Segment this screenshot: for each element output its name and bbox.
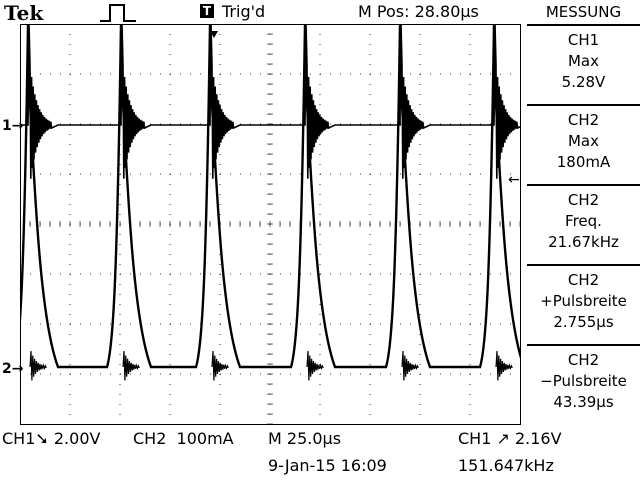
ch2-ground-marker: 2→ <box>2 361 24 377</box>
measurement-4[interactable]: CH2 +Pulsbreite 2.755µs <box>527 264 640 342</box>
measurement-channel: CH2 <box>567 271 600 289</box>
graticule <box>20 24 521 425</box>
measurement-value: 5.28V <box>561 73 606 91</box>
timebase: M 25.0µs <box>268 429 342 448</box>
ch1-trace <box>20 24 521 179</box>
measurement-value: 180mA <box>556 153 611 171</box>
pulse-mode-icon <box>100 4 136 22</box>
measurement-value: 43.39µs <box>553 393 614 411</box>
trigger-status: Trig'd <box>222 2 266 21</box>
measurement-type: Max <box>567 52 599 70</box>
measurement-3[interactable]: CH2 Freq. 21.67kHz <box>527 184 640 262</box>
measurement-channel: CH1 <box>567 31 600 49</box>
trigger-badge: T <box>200 4 214 18</box>
ch2-ringing-burst <box>495 350 513 381</box>
ch2-ringing-burst <box>211 350 229 381</box>
brand-logo: Tek <box>4 1 44 25</box>
measurement-2[interactable]: CH2 Max 180mA <box>527 104 640 182</box>
graticule-frame <box>20 24 521 425</box>
measurement-channel: CH2 <box>567 111 600 129</box>
measurement-type: Freq. <box>565 212 602 230</box>
waveform-display <box>20 24 521 425</box>
trigger-position-marker <box>210 31 218 38</box>
ch2-ringing-burst <box>29 350 47 381</box>
measurement-channel: CH2 <box>567 351 600 369</box>
ch2-trace <box>20 24 521 369</box>
measurement-1[interactable]: CH1 Max 5.28V <box>527 24 640 102</box>
ch2-scale: CH2 100mA <box>133 429 234 448</box>
ch2-ringing-burst <box>306 350 324 381</box>
ch2-ringing-burst <box>401 350 419 381</box>
ch1-ground-marker: 1→ <box>2 118 24 134</box>
date-time: 9-Jan-15 16:09 <box>268 456 387 475</box>
measurement-panel: MESSUNG CH1 Max 5.28V CH2 Max 180mA CH2 … <box>527 0 640 425</box>
ch1-scale: CH1➘ 2.00V <box>2 429 101 448</box>
trigger-frequency: 151.647kHz <box>458 456 554 475</box>
measurement-type: −Pulsbreite <box>540 372 627 390</box>
trigger-level-marker: ← <box>508 172 520 188</box>
panel-title: MESSUNG <box>545 3 622 21</box>
measurement-value: 2.755µs <box>553 313 614 331</box>
status-footer: CH1➘ 2.00V CH2 100mA M 25.0µs CH1 ↗ 2.16… <box>0 425 640 480</box>
measurement-5[interactable]: CH2 −Pulsbreite 43.39µs <box>527 344 640 422</box>
measurement-type: Max <box>567 132 599 150</box>
measurement-value: 21.67kHz <box>548 233 619 251</box>
ch2-ringing-burst <box>122 350 140 381</box>
horizontal-position: M Pos: 28.80µs <box>358 2 479 21</box>
header: Tek T Trig'd M Pos: 28.80µs <box>0 0 520 25</box>
ch2-ringing <box>29 350 513 381</box>
measurement-type: +Pulsbreite <box>540 292 627 310</box>
trigger-info: CH1 ↗ 2.16V <box>458 429 562 448</box>
measurement-channel: CH2 <box>567 191 600 209</box>
